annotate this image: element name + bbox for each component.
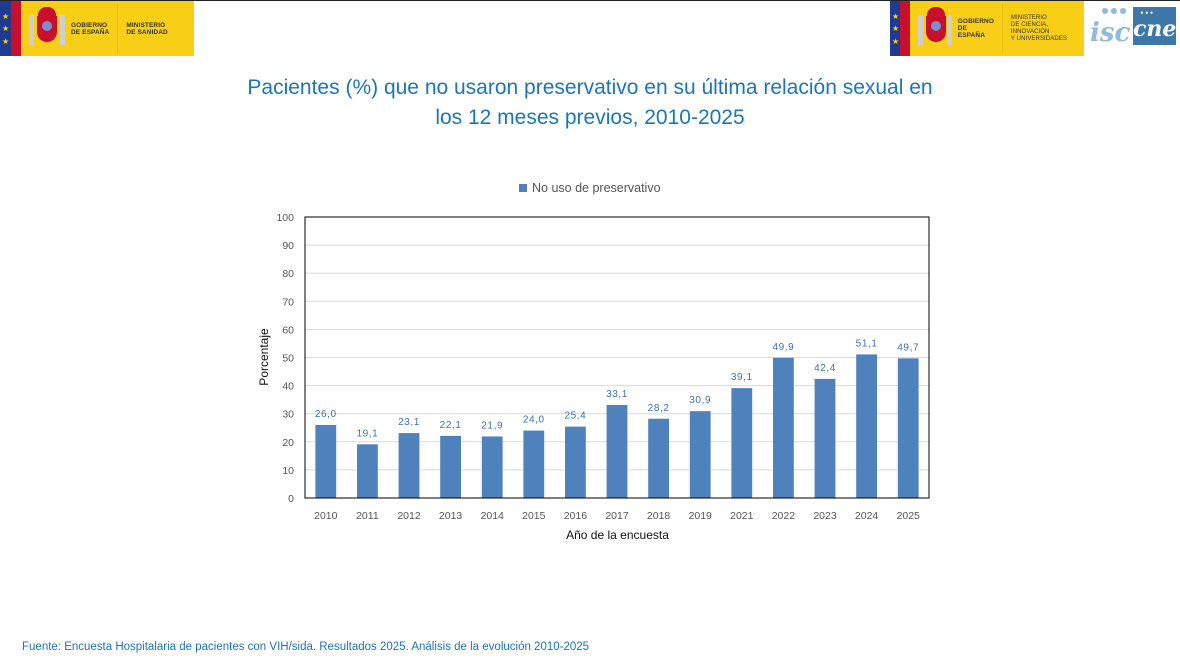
data-label-2010: 26,0 (315, 409, 337, 420)
y-tick-label: 90 (282, 240, 294, 252)
data-label-2011: 19,1 (356, 428, 378, 439)
x-tick-label-2016: 2016 (564, 510, 588, 522)
x-tick-label-2018: 2018 (647, 510, 671, 522)
eu-flag-icon: ★ ★ ★ (890, 1, 901, 56)
ministerio-text: MINISTERIO DE SANIDAD (126, 21, 168, 36)
data-label-2025: 49,7 (897, 342, 919, 353)
plot-area-border (304, 216, 930, 499)
data-label-2017: 33,1 (606, 389, 628, 400)
legend-swatch (519, 184, 527, 192)
chart-legend: No uso de preservativo (519, 181, 661, 195)
cne-logo-text: cne (1133, 16, 1177, 42)
legend-label: No uso de preservativo (532, 181, 661, 195)
bar-2019 (689, 411, 711, 498)
bar-2018 (648, 418, 669, 498)
bar-2015 (523, 430, 545, 498)
data-label-2019: 30,9 (689, 395, 711, 406)
x-tick-label-2021: 2021 (730, 510, 754, 522)
bar-2024 (856, 354, 877, 498)
bar-2014 (481, 436, 503, 498)
eu-flag-icon: ★ ★ ★ (0, 1, 11, 56)
y-tick-label: 30 (282, 409, 294, 421)
data-label-2022: 49,9 (772, 342, 794, 353)
y-tick-label: 0 (288, 493, 294, 505)
bar-2011 (357, 444, 378, 498)
data-label-2023: 42,4 (814, 363, 836, 374)
bar-2022 (773, 357, 794, 498)
x-tick-label-2022: 2022 (772, 510, 796, 522)
chart-title-line2: los 12 meses previos, 2010-2025 (435, 106, 745, 129)
y-tick-label: 70 (282, 296, 294, 308)
gobierno-text: GOBIERNO DE ESPAÑA (957, 18, 994, 39)
x-tick-label-2010: 2010 (314, 510, 338, 522)
x-tick-label-2017: 2017 (605, 510, 629, 522)
cne-logo: ••• cne (1133, 7, 1176, 45)
y-tick-label: 20 (282, 437, 294, 449)
x-tick-label-2019: 2019 (689, 510, 713, 522)
ministerio-text: MINISTERIO DE CIENCIA, INNOVACIÓN Y UNIV… (1010, 14, 1067, 42)
source-footnote: Fuente: Encuesta Hospitalaria de pacient… (22, 641, 590, 653)
x-tick-label-2024: 2024 (855, 510, 879, 522)
data-label-2014: 21,9 (481, 420, 503, 431)
coat-of-arms-icon (29, 6, 65, 51)
data-label-2021: 39,1 (731, 372, 753, 383)
chart-title-line1: Pacientes (%) que no usaron preservativo… (247, 76, 933, 99)
data-label-2015: 24,0 (523, 415, 545, 426)
isciii-logo-icon: isc (1090, 8, 1130, 46)
spain-flag-stripe (11, 1, 21, 56)
bar-2013 (440, 435, 461, 498)
x-tick-label-2011: 2011 (356, 510, 379, 522)
y-axis-label: Porcentaje (257, 328, 271, 386)
x-tick-label-2013: 2013 (439, 510, 463, 522)
data-label-2012: 23,1 (398, 417, 420, 428)
coat-of-arms-icon (917, 6, 952, 51)
bar-2021 (731, 388, 753, 498)
gobierno-ciencia-logo: ★ ★ ★ GOBIERNO DE ESPAÑA MINISTERIO DE CIE… (890, 1, 1084, 56)
bar-2017 (606, 404, 628, 498)
data-label-2016: 25,4 (564, 411, 586, 422)
x-tick-label-2025: 2025 (897, 510, 921, 522)
bar-2010 (315, 424, 337, 498)
x-tick-label-2015: 2015 (522, 510, 546, 522)
x-tick-label-2014: 2014 (481, 510, 505, 522)
y-tick-label: 100 (276, 212, 294, 224)
y-tick-label: 50 (282, 353, 294, 365)
data-label-2024: 51,1 (856, 338, 878, 349)
x-tick-label-2012: 2012 (397, 510, 421, 522)
spain-flag-stripe (900, 1, 910, 56)
data-label-2013: 22,1 (440, 420, 462, 431)
bar-2016 (565, 426, 586, 498)
x-axis-label: Año de la encuesta (566, 528, 669, 542)
y-tick-label: 60 (282, 324, 294, 336)
bar-2012 (398, 433, 420, 498)
bar-2025 (897, 358, 919, 498)
y-tick-label: 10 (282, 465, 294, 477)
data-label-2018: 28,2 (648, 403, 670, 414)
gobierno-sanidad-logo: ★ ★ ★ GOBIERNO DE ESPAÑA MINISTERIO DE SAN… (0, 1, 194, 56)
y-tick-label: 80 (282, 268, 294, 280)
chart-title: Pacientes (%) que no usaron preservativo… (150, 73, 1030, 133)
isc-logo-text: isc (1090, 18, 1130, 46)
gobierno-text: GOBIERNO DE ESPAÑA (71, 21, 110, 36)
x-tick-label-2023: 2023 (813, 510, 837, 522)
bar-2023 (814, 378, 836, 498)
top-border (0, 0, 1180, 1)
y-tick-label: 40 (282, 381, 294, 393)
